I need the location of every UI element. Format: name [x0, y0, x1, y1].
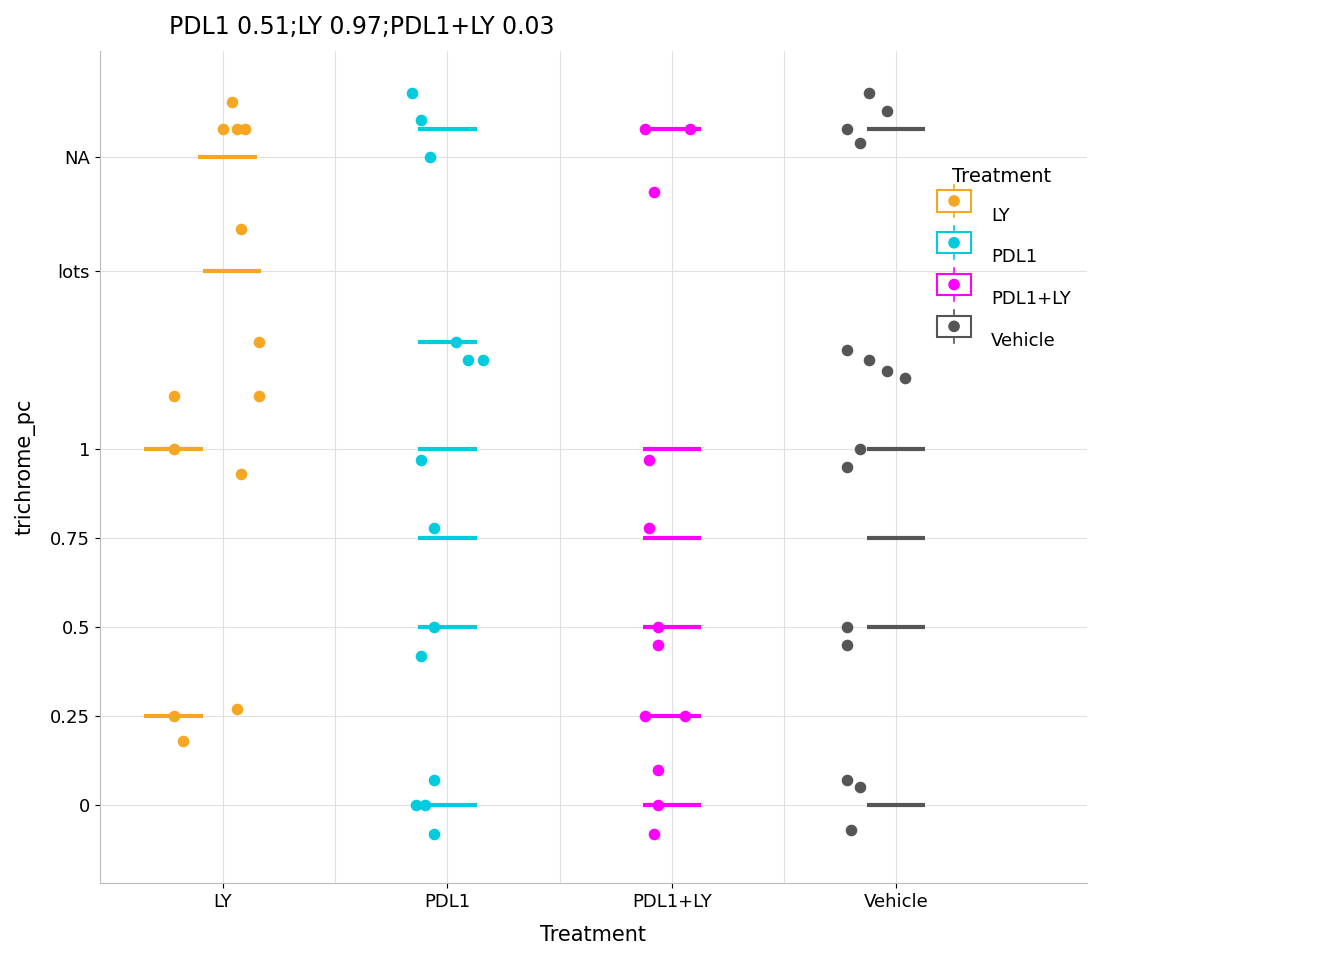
Point [446, 335, 468, 350]
Point [859, 352, 880, 368]
Point [895, 371, 917, 386]
Text: PDL1 0.51;LY 0.97;PDL1+LY 0.03: PDL1 0.51;LY 0.97;PDL1+LY 0.03 [169, 15, 554, 39]
Point [638, 452, 660, 468]
Point [836, 773, 857, 788]
Point [230, 467, 251, 482]
Point [648, 798, 669, 813]
Point [230, 221, 251, 236]
Point [648, 637, 669, 653]
Point [423, 619, 445, 635]
Point [419, 150, 441, 165]
Point [414, 798, 435, 813]
Point [648, 619, 669, 635]
Point [410, 112, 431, 128]
Point [235, 121, 257, 136]
Point [423, 773, 445, 788]
Point [410, 452, 431, 468]
Point [634, 121, 656, 136]
Point [836, 619, 857, 635]
Point [638, 520, 660, 536]
Point [423, 826, 445, 841]
Point [644, 184, 665, 200]
Point [836, 637, 857, 653]
Point [226, 702, 247, 717]
Point [163, 708, 184, 724]
Point [836, 342, 857, 357]
Point [876, 104, 898, 119]
Point [859, 85, 880, 101]
Point [836, 459, 857, 474]
Point [644, 826, 665, 841]
Point [423, 520, 445, 536]
Point [249, 335, 270, 350]
Point [163, 442, 184, 457]
Point [406, 798, 427, 813]
Point [648, 762, 669, 778]
Point [212, 121, 234, 136]
Point [675, 708, 696, 724]
Point [249, 388, 270, 403]
Point [836, 121, 857, 136]
Point [849, 442, 871, 457]
Point [410, 648, 431, 663]
Point [841, 823, 863, 838]
Point [876, 363, 898, 378]
Point [849, 135, 871, 151]
Point [172, 733, 194, 749]
Point [401, 85, 422, 101]
Point [163, 388, 184, 403]
Point [457, 352, 478, 368]
Point [222, 95, 243, 110]
X-axis label: Treatment: Treatment [540, 925, 646, 945]
Point [473, 352, 495, 368]
Legend: LY, PDL1, PDL1+LY, Vehicle: LY, PDL1, PDL1+LY, Vehicle [925, 159, 1078, 360]
Point [226, 121, 247, 136]
Point [679, 121, 700, 136]
Point [634, 708, 656, 724]
Y-axis label: trichrome_pc: trichrome_pc [15, 398, 36, 536]
Point [849, 780, 871, 795]
